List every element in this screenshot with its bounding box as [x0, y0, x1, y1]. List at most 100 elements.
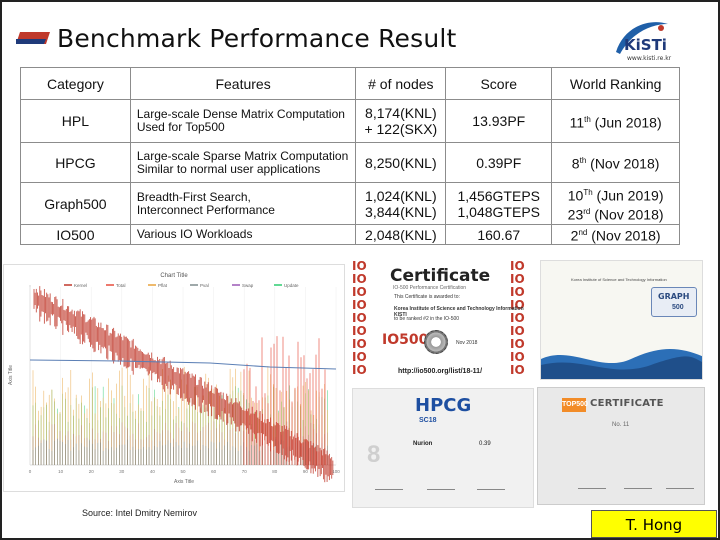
hpcg-event: SC18	[419, 417, 437, 424]
io-repeat-label: IO	[352, 350, 367, 364]
io-column-left: IO IO IO IO IO IO IO IO IO	[352, 260, 367, 377]
performance-chart-image: Chart Title Kernel Total Pflat Pval Swap Upda…	[3, 264, 345, 492]
io-repeat-label: IO	[510, 298, 525, 312]
table-row-hpl: HPL Large-scale Dense Matrix Computation…	[20, 99, 680, 143]
graph500-badge-label: GRAPH	[658, 292, 690, 301]
io500-awardee: Korea Institute of Science and Technolog…	[394, 306, 524, 318]
cell-nodes: 8,250(KNL)	[355, 142, 447, 183]
io500-cert-title: Certificate	[390, 266, 491, 286]
io-repeat-label: IO	[510, 324, 525, 338]
rank-suffix: Th	[583, 187, 593, 197]
cell-nodes: 1,024(KNL) 3,844(KNL)	[355, 182, 447, 225]
features-line-1: Large-scale Dense Matrix Computation	[136, 107, 345, 121]
nodes-line-1: 1,024(KNL)	[365, 187, 437, 204]
x-tick-label: 30	[119, 469, 125, 474]
header-category: Category	[20, 67, 131, 100]
rank-number: 2	[570, 227, 579, 244]
top500-title: CERTIFICATE	[590, 398, 664, 409]
legend-label: Swap	[242, 283, 254, 288]
x-tick-label: 20	[89, 469, 95, 474]
io-repeat-label: IO	[352, 311, 367, 325]
x-tick-label: 60	[211, 469, 217, 474]
io500-date: Nov 2018	[456, 340, 478, 346]
rank-suffix: rd	[583, 206, 591, 216]
rank-suffix: nd	[578, 228, 588, 238]
page-title: Benchmark Performance Result	[57, 24, 457, 53]
table-row-graph500: Graph500 Breadth-First Search, Interconne…	[20, 182, 680, 225]
signature-line	[624, 488, 652, 489]
cell-ranking: 10Th (Jun 2019) 23rd (Nov 2018)	[551, 182, 680, 225]
legend-label: Update	[284, 283, 299, 288]
header-nodes: # of nodes	[355, 67, 447, 100]
x-tick-label: 100	[332, 469, 340, 474]
kisti-logo-text: KiSTi	[624, 36, 667, 54]
title-bar: Benchmark Performance Result KiSTi www.k…	[0, 0, 720, 62]
table-row-io500: IO500 Various IO Workloads 2,048(KNL) 16…	[20, 224, 680, 245]
author-name: T. Hong	[625, 516, 683, 534]
legend-label: Pval	[200, 283, 209, 288]
header-score: Score	[445, 67, 553, 100]
io-repeat-label: IO	[510, 272, 525, 286]
io500-ranked-line: to be ranked #2 in the IO-500	[394, 316, 460, 322]
seal-icon	[424, 330, 448, 354]
rank-suffix: th	[584, 114, 591, 124]
cell-nodes: 2,048(KNL)	[355, 224, 447, 245]
graph500-awardee: Korea Institute of Science and Technolog…	[571, 277, 667, 282]
cell-ranking: 2nd (Nov 2018)	[551, 224, 680, 245]
rank-number: 23	[567, 206, 584, 223]
rank-number: 10	[567, 187, 584, 204]
legend-label: Kernel	[74, 283, 87, 288]
cell-category: IO500	[20, 224, 131, 245]
top500-badge: TOP500	[562, 398, 588, 412]
io-repeat-label: IO	[510, 285, 525, 299]
hpcg-value: 0.39	[479, 441, 491, 447]
score-line-1: 1,456GTEPS	[457, 187, 541, 204]
io-repeat-label: IO	[352, 272, 367, 286]
x-tick-label: 90	[303, 469, 309, 474]
performance-chart-svg: Chart Title Kernel Total Pflat Pval Swap Upda…	[8, 273, 340, 485]
cell-category: Graph500	[20, 182, 131, 225]
io-repeat-label: IO	[510, 311, 525, 325]
title-logo-icon	[16, 32, 50, 44]
rank-number: 8	[571, 155, 580, 172]
table-row-hpcg: HPCG Large-scale Sparse Matrix Computati…	[20, 142, 680, 183]
features-line-2: Similar to normal user applications	[136, 161, 321, 176]
x-tick-label: 10	[58, 469, 64, 474]
x-tick-label: 0	[29, 469, 32, 474]
benchmark-table: Category Features # of nodes Score World…	[20, 67, 680, 245]
header-features: Features	[129, 67, 357, 100]
hpcg-rank-watermark: 8	[367, 441, 381, 468]
rank-suffix: th	[579, 156, 587, 166]
chart-title: Chart Title	[160, 273, 188, 279]
features-line-2: Interconnect Performance	[136, 202, 275, 217]
signature-line	[477, 489, 505, 490]
io-repeat-label: IO	[352, 363, 367, 377]
rank-date: (Nov 2018)	[590, 206, 664, 223]
io-repeat-label: IO	[352, 285, 367, 299]
rank-date: (Nov 2018)	[586, 155, 660, 172]
rank-date: (Nov 2018)	[587, 227, 661, 244]
cell-score: 0.39PF	[445, 142, 553, 183]
cell-features: Large-scale Sparse Matrix Computation Sim…	[129, 142, 357, 183]
features-line-2: Used for Top500	[136, 120, 225, 134]
io-repeat-label: IO	[352, 324, 367, 338]
io500-cert-subtitle: IO-500 Performance Certification	[393, 285, 467, 291]
wave-decoration-icon	[541, 349, 702, 379]
cell-ranking: 8th (Nov 2018)	[551, 142, 680, 183]
io-repeat-label: IO	[352, 298, 367, 312]
io500-certificate: IO IO IO IO IO IO IO IO IO IO IO IO IO IO IO IO IO IO Ce…	[348, 258, 534, 382]
chart-legend: Kernel Total Pflat Pval Swap Update	[64, 283, 299, 288]
cell-ranking: 11th (Jun 2018)	[551, 99, 680, 143]
cell-score: 13.93PF	[445, 99, 553, 143]
hpcg-system-name: Nurion	[413, 441, 433, 447]
table-header-row: Category Features # of nodes Score World…	[20, 67, 680, 100]
features-line-1: Large-scale Sparse Matrix Computation	[136, 148, 349, 163]
chart-series	[29, 286, 337, 483]
x-tick-label: 50	[180, 469, 186, 474]
io-repeat-label: IO	[352, 337, 367, 351]
io-repeat-label: IO	[510, 337, 525, 351]
io500-link: http://io500.org/list/18-11/	[398, 368, 483, 375]
io-repeat-label: IO	[510, 259, 525, 273]
io-repeat-label: IO	[352, 259, 367, 273]
